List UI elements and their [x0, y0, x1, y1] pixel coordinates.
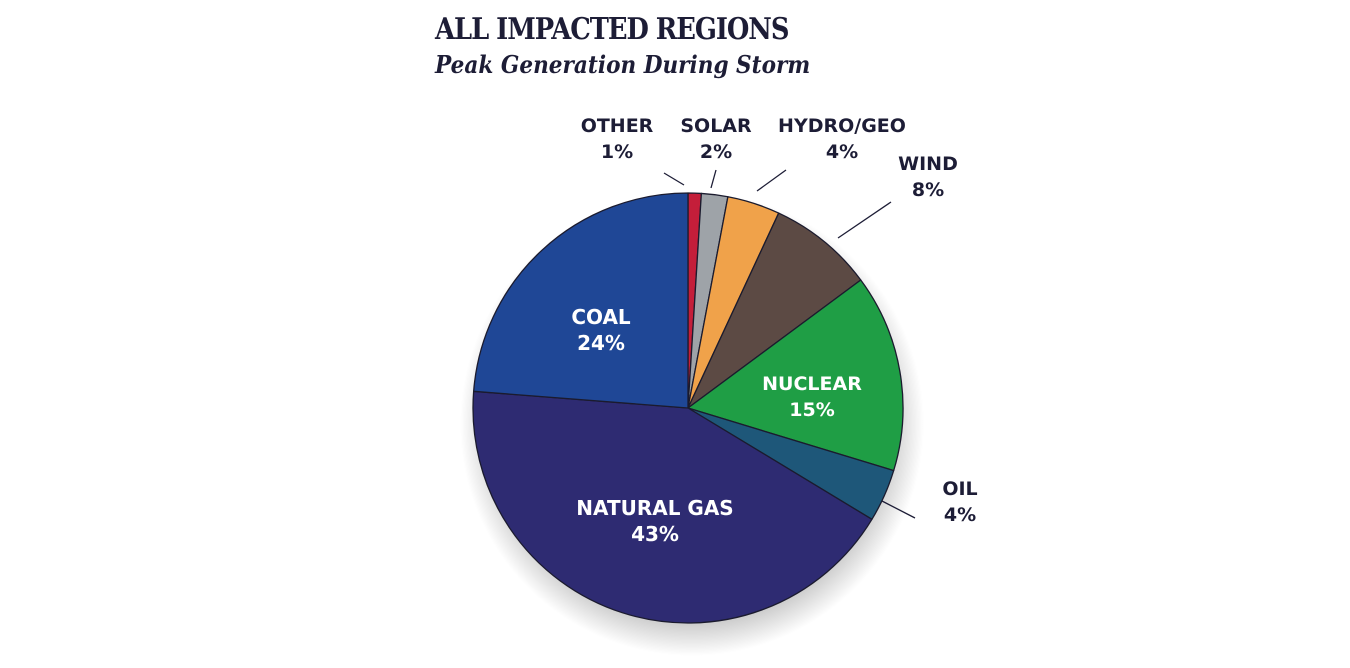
pie-slice-natural-gas: [472, 390, 873, 624]
slice-label-coal: COAL: [571, 305, 631, 329]
pie-slices: [472, 192, 904, 624]
leader-line-hydro-geo: [756, 169, 787, 192]
slice-label-natural-gas: NATURAL GAS: [576, 496, 733, 520]
pie-slice-nuclear: [687, 279, 904, 472]
slice-label-oil: OIL: [942, 478, 977, 500]
leader-line-wind: [837, 201, 892, 239]
slice-labels: OTHER 1% SOLAR 2% HYDRO/GEO 4% WIND 8% NUCLEAR 15…: [571, 115, 977, 546]
slice-value-nuclear: 15%: [789, 399, 834, 421]
chart-title: ALL IMPACTED REGIONS: [435, 12, 790, 47]
slice-value-coal: 24%: [577, 331, 625, 355]
slice-label-wind: WIND: [898, 153, 958, 175]
slice-value-other: 1%: [601, 141, 633, 163]
slice-label-hydro-geo: HYDRO/GEO: [778, 115, 906, 137]
leader-lines: [663, 169, 916, 519]
slice-value-wind: 8%: [912, 179, 944, 201]
leader-line-oil: [881, 500, 916, 519]
slice-value-natural-gas: 43%: [631, 522, 679, 546]
leader-line-solar: [710, 169, 717, 189]
slice-value-hydro-geo: 4%: [826, 141, 858, 163]
pie-slice-wind: [687, 212, 862, 409]
chart-subtitle: Peak Generation During Storm: [435, 50, 811, 79]
slice-label-solar: SOLAR: [680, 115, 752, 137]
slice-value-oil: 4%: [944, 504, 976, 526]
leader-line-other: [663, 172, 685, 186]
slice-value-solar: 2%: [700, 141, 732, 163]
pie-slice-coal: [473, 192, 689, 409]
slice-label-other: OTHER: [581, 115, 654, 137]
slice-label-nuclear: NUCLEAR: [762, 373, 862, 395]
